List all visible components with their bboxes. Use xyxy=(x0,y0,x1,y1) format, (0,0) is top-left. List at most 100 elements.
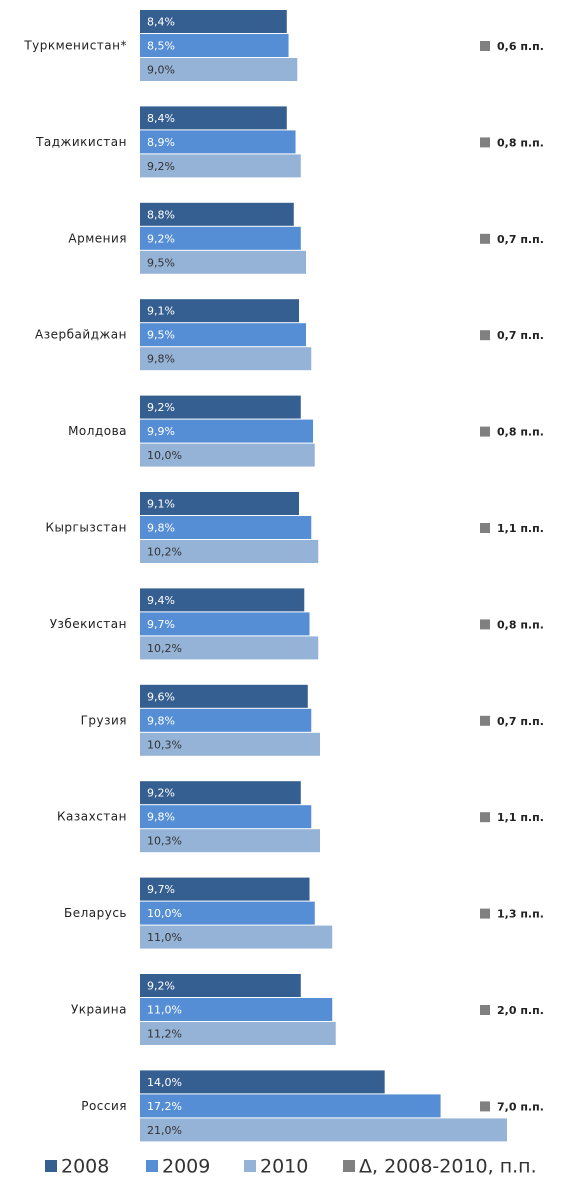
value-label: 9,8% xyxy=(147,353,175,366)
value-label: 9,6% xyxy=(147,690,175,703)
legend-swatch xyxy=(343,1160,355,1172)
bar xyxy=(140,901,315,925)
bar xyxy=(140,323,307,347)
delta-label: 0,8 п.п. xyxy=(497,426,544,439)
category-label: Кыргызстан xyxy=(45,521,127,535)
value-label: 9,0% xyxy=(147,64,175,77)
value-label: 10,2% xyxy=(147,642,182,655)
bar xyxy=(140,106,287,130)
category-label: Казахстан xyxy=(57,810,127,824)
value-label: 9,7% xyxy=(147,883,175,896)
bar xyxy=(140,636,319,660)
bar xyxy=(140,540,319,563)
delta-label: 1,1 п.п. xyxy=(497,811,544,824)
value-label: 9,8% xyxy=(147,811,175,824)
delta-marker xyxy=(480,619,490,630)
value-label: 9,1% xyxy=(147,305,175,318)
value-label: 21,0% xyxy=(147,1124,182,1137)
legend-swatch xyxy=(244,1160,256,1172)
value-label: 14,0% xyxy=(147,1076,182,1089)
value-label: 9,5% xyxy=(147,329,175,342)
delta-label: 7,0 п.п. xyxy=(497,1100,544,1113)
category-label: Беларусь xyxy=(64,906,127,920)
legend-label: Δ, 2008-2010, п.п. xyxy=(359,1156,537,1178)
delta-marker xyxy=(480,41,490,51)
delta-label: 1,3 п.п. xyxy=(497,908,544,921)
bar xyxy=(140,684,308,708)
bar xyxy=(140,395,301,419)
value-label: 10,3% xyxy=(147,835,182,848)
bar xyxy=(140,516,312,539)
value-label: 10,0% xyxy=(147,449,182,462)
value-label: 10,2% xyxy=(147,546,182,559)
bar xyxy=(140,34,289,57)
delta-marker xyxy=(480,330,490,341)
legend-swatch xyxy=(146,1160,158,1172)
value-label: 8,4% xyxy=(147,112,175,125)
delta-marker xyxy=(480,812,490,823)
value-label: 9,9% xyxy=(147,425,175,438)
value-label: 9,2% xyxy=(147,401,175,414)
delta-label: 1,1 п.п. xyxy=(497,522,544,535)
value-label: 8,5% xyxy=(147,40,175,53)
value-label: 8,4% xyxy=(147,16,175,29)
category-label: Молдова xyxy=(68,424,127,438)
delta-label: 0,8 п.п. xyxy=(497,136,544,149)
value-label: 17,2% xyxy=(147,1100,182,1113)
value-label: 9,2% xyxy=(147,980,175,993)
value-label: 11,0% xyxy=(147,931,182,944)
value-label: 9,7% xyxy=(147,618,175,631)
delta-marker xyxy=(480,715,490,726)
bar xyxy=(140,419,314,443)
bar xyxy=(140,588,305,612)
bar xyxy=(140,781,301,805)
value-label: 10,3% xyxy=(147,738,182,751)
bar xyxy=(140,805,312,829)
legend-label: 2008 xyxy=(61,1156,109,1178)
value-label: 11,0% xyxy=(147,1004,182,1017)
value-label: 10,0% xyxy=(147,907,182,920)
bar xyxy=(140,202,294,226)
bar xyxy=(140,1118,507,1142)
value-label: 9,8% xyxy=(147,522,175,535)
delta-marker xyxy=(480,1101,490,1112)
bar xyxy=(140,708,312,732)
delta-marker xyxy=(480,908,490,919)
bar xyxy=(140,925,333,949)
value-label: 9,1% xyxy=(147,498,175,511)
category-label: Таджикистан xyxy=(35,135,127,149)
value-label: 9,5% xyxy=(147,256,175,269)
bar xyxy=(140,58,298,81)
bar xyxy=(140,974,301,997)
value-label: 8,9% xyxy=(147,136,175,149)
delta-label: 0,7 п.п. xyxy=(497,233,544,246)
value-label: 9,8% xyxy=(147,714,175,727)
category-label: Азербайджан xyxy=(35,328,127,342)
delta-label: 2,0 п.п. xyxy=(497,1004,544,1017)
bar xyxy=(140,10,287,33)
value-label: 9,4% xyxy=(147,594,175,607)
legend-label: 2009 xyxy=(162,1156,210,1178)
bar xyxy=(140,226,301,250)
bar xyxy=(140,1070,385,1094)
category-label: Грузия xyxy=(81,713,127,727)
bar xyxy=(140,877,310,901)
delta-marker xyxy=(480,1005,490,1015)
value-label: 9,2% xyxy=(147,787,175,800)
legend-label: 2010 xyxy=(260,1156,308,1178)
category-label: Туркменистан* xyxy=(23,39,127,53)
legend-swatch xyxy=(45,1160,57,1172)
category-label: Россия xyxy=(81,1099,127,1113)
bar xyxy=(140,250,307,274)
bar xyxy=(140,492,300,515)
delta-marker xyxy=(480,137,490,148)
delta-label: 0,6 п.п. xyxy=(497,40,544,53)
delta-label: 0,8 п.п. xyxy=(497,618,544,631)
bar xyxy=(140,829,321,853)
delta-marker xyxy=(480,233,490,244)
bar xyxy=(140,443,315,467)
value-label: 9,2% xyxy=(147,160,175,173)
bar xyxy=(140,998,333,1021)
bar xyxy=(140,347,312,371)
